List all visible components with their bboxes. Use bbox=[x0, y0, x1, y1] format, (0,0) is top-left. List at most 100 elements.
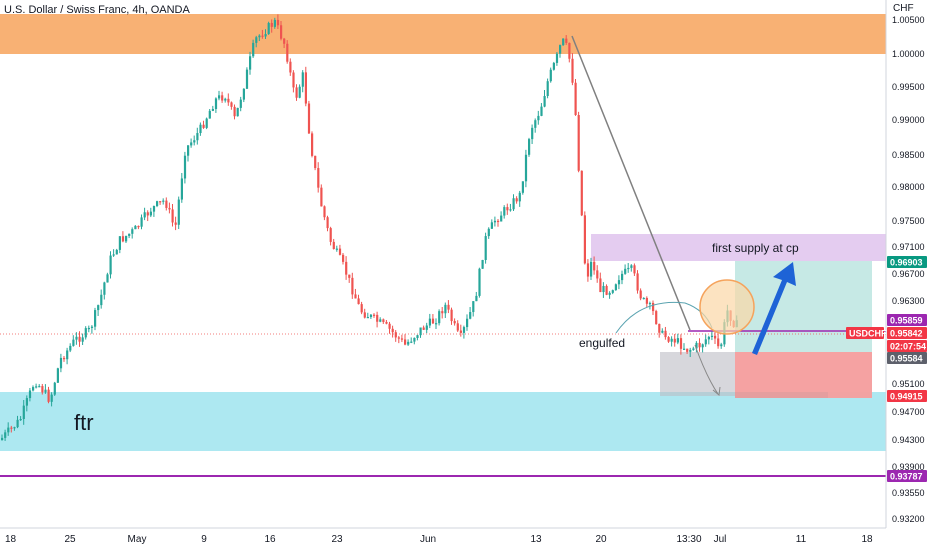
candle-body bbox=[289, 61, 292, 73]
candle-body bbox=[53, 382, 56, 395]
candle-body bbox=[394, 332, 397, 338]
candle-body bbox=[472, 301, 475, 313]
candle-body bbox=[633, 265, 636, 274]
price-badge-countdown bbox=[887, 340, 927, 352]
candle-body bbox=[196, 133, 199, 141]
candle-body bbox=[165, 200, 168, 208]
price-tick-label: 0.98500 bbox=[892, 150, 925, 160]
candle-body bbox=[528, 139, 531, 155]
candle-body bbox=[326, 217, 329, 229]
candle-body bbox=[47, 389, 50, 402]
candle-body bbox=[652, 302, 655, 312]
candle-body bbox=[676, 338, 679, 343]
candle-body bbox=[441, 311, 444, 314]
candle-body bbox=[456, 323, 459, 331]
candle-body bbox=[453, 321, 456, 324]
candle-body bbox=[261, 35, 264, 37]
candle-body bbox=[487, 228, 490, 237]
candle-body bbox=[400, 338, 404, 340]
candle-body bbox=[298, 86, 301, 98]
candle-body bbox=[146, 212, 149, 216]
candle-body bbox=[214, 98, 218, 109]
candle-body bbox=[112, 254, 115, 256]
candle-body bbox=[100, 294, 103, 306]
candle-body bbox=[32, 387, 35, 391]
price-badge-text-box-grey: 0.95584 bbox=[890, 354, 923, 364]
candle-body bbox=[627, 267, 630, 270]
currency-label: CHF bbox=[893, 3, 914, 14]
price-badge-text-countdown: 02:07:54 bbox=[890, 342, 926, 352]
candle-body bbox=[22, 405, 25, 420]
candle-body bbox=[264, 34, 267, 37]
candle-body bbox=[72, 339, 75, 346]
candle-body bbox=[559, 45, 562, 54]
candle-body bbox=[180, 178, 183, 200]
price-tick-label: 1.00500 bbox=[892, 15, 925, 25]
candle-body bbox=[363, 312, 366, 318]
candle-body bbox=[205, 118, 208, 128]
candle-body bbox=[75, 336, 78, 340]
time-tick-label: 23 bbox=[331, 534, 343, 545]
candle-body bbox=[590, 261, 593, 277]
candle-body bbox=[543, 95, 546, 107]
candle-body bbox=[534, 120, 537, 128]
candle-body bbox=[447, 304, 450, 310]
price-tick-label: 1.00000 bbox=[892, 49, 925, 59]
candle-body bbox=[413, 337, 416, 342]
price-badge-last-price bbox=[887, 327, 927, 339]
price-badge-stop bbox=[887, 390, 927, 402]
candle-body bbox=[428, 318, 431, 326]
price-badge-text-last-price: 0.95842 bbox=[890, 329, 923, 339]
candle-body bbox=[617, 280, 621, 285]
candle-body bbox=[379, 319, 382, 322]
candle-body bbox=[143, 212, 146, 218]
projection-arrow-head bbox=[712, 386, 721, 396]
time-axis[interactable]: 18 25 May 9 16 23 Jun 13 20 13:30 Jul 11 18 bbox=[5, 534, 873, 545]
price-tick-label: 0.99000 bbox=[892, 115, 925, 125]
candle-body bbox=[382, 319, 385, 322]
candle-body bbox=[704, 339, 707, 345]
supply-box bbox=[591, 234, 886, 261]
candle-body bbox=[345, 261, 348, 275]
candle-body bbox=[444, 304, 447, 314]
candle-body bbox=[351, 277, 354, 295]
candle-body bbox=[174, 222, 177, 225]
candle-body bbox=[630, 265, 633, 268]
candle-body bbox=[416, 335, 419, 338]
candle-body bbox=[19, 419, 22, 421]
candle-body bbox=[255, 37, 258, 43]
candle-body bbox=[710, 335, 714, 337]
candle-body bbox=[574, 82, 577, 116]
candle-body bbox=[304, 72, 307, 104]
candle-body bbox=[273, 19, 276, 27]
candle-body bbox=[614, 284, 617, 291]
candle-body bbox=[10, 427, 13, 429]
candle-body bbox=[506, 207, 509, 211]
candle-body bbox=[524, 154, 528, 182]
candle-body bbox=[242, 88, 245, 100]
candle-body bbox=[664, 330, 667, 338]
engulfed-label: engulfed bbox=[579, 336, 625, 350]
candle-body bbox=[97, 305, 100, 311]
candle-body bbox=[128, 233, 131, 236]
candle-body bbox=[7, 427, 10, 433]
candle-body bbox=[689, 349, 692, 352]
candle-body bbox=[38, 386, 41, 388]
candle-body bbox=[658, 323, 661, 333]
candle-body bbox=[366, 317, 369, 319]
candle-body bbox=[469, 312, 472, 319]
price-badge-text-supply-top: 0.96903 bbox=[890, 258, 923, 268]
candle-body bbox=[320, 187, 323, 207]
candle-body bbox=[407, 341, 410, 345]
demand-zone bbox=[0, 392, 886, 451]
time-tick-label: 13 bbox=[530, 534, 542, 545]
price-axis[interactable]: 1.00500 1.00000 0.99500 0.99000 0.98500 0.980… bbox=[892, 15, 925, 524]
candle-body bbox=[137, 225, 140, 228]
candlestick-series bbox=[1, 14, 738, 441]
candle-body bbox=[25, 398, 28, 406]
price-badge-box-grey bbox=[887, 352, 927, 364]
time-tick-label: May bbox=[128, 534, 147, 545]
price-tick-label: 0.97500 bbox=[892, 216, 925, 226]
